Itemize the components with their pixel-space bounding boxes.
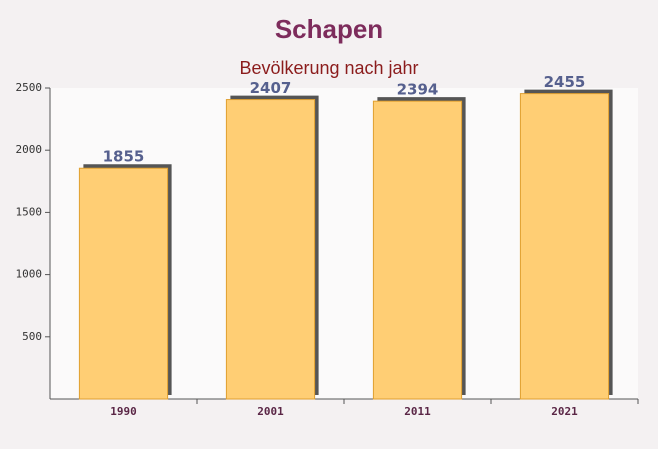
chart-title: Schapen bbox=[275, 14, 383, 44]
x-tick-label: 2001 bbox=[257, 405, 284, 418]
value-label: 2407 bbox=[250, 79, 292, 97]
y-tick-label: 2000 bbox=[16, 143, 43, 156]
y-tick-label: 1500 bbox=[16, 205, 43, 218]
chart-subtitle: Bevölkerung nach jahr bbox=[239, 58, 418, 78]
x-tick-label: 2011 bbox=[404, 405, 431, 418]
x-tick-label: 1990 bbox=[110, 405, 137, 418]
y-tick-label: 500 bbox=[22, 330, 42, 343]
bar bbox=[78, 167, 169, 400]
value-label: 2394 bbox=[397, 81, 439, 99]
y-tick-label: 1000 bbox=[16, 268, 43, 281]
bar bbox=[372, 100, 463, 400]
bar bbox=[519, 93, 610, 400]
bar bbox=[225, 99, 316, 400]
value-label: 2455 bbox=[544, 73, 586, 91]
x-tick-label: 2021 bbox=[551, 405, 578, 418]
value-label: 1855 bbox=[103, 148, 145, 166]
y-tick-label: 2500 bbox=[16, 81, 43, 94]
